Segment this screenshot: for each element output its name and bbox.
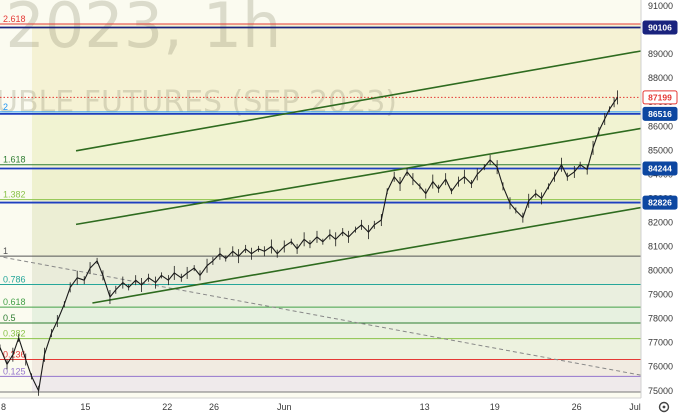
fibonacci-levels[interactable]: 2.618 2 1.618 1.382 1 0.786 0.618 0.5 0.382 0.236… [0,14,641,393]
price-badge-label: 87199 [648,92,672,102]
y-tick-label: 78000 [648,314,673,324]
watermark-symbol: U2023, 1h [0,0,281,62]
fib-level-label: 1 [3,246,8,256]
dashed-trend-line[interactable] [3,256,642,376]
x-tick-label: 26 [209,402,219,412]
y-tick-label: 82000 [648,217,673,227]
settings-button[interactable] [658,401,670,413]
fib-zone-fill [32,376,641,392]
y-tick-label: 89000 [648,49,673,59]
fib-zone-fill [32,111,641,165]
x-tick-label: Jun [277,402,292,412]
trend-channel[interactable] [3,50,642,376]
watermark-name: UBLE FUTURES (SEP 2023) [0,85,397,120]
fib-zone-fill [32,284,641,308]
fib-zone-fill [32,359,641,377]
y-tick-label: 85000 [648,145,673,155]
x-tick-label: 19 [490,402,500,412]
y-tick-label: 91000 [648,1,673,11]
price-badge [642,106,678,121]
y-tick-label: 88000 [648,73,673,83]
fib-zone-fill [32,307,641,323]
time-axis: 8 15 22 26 Jun 13 19 26 Jul [0,397,641,412]
price-badge [642,20,678,35]
price-badges: 90106 87199 86516 84244 82826 [642,20,678,210]
fib-zone-fill [32,164,641,200]
x-tick-label: Jul [629,402,641,412]
x-tick-label: 8 [1,402,6,412]
price-badge [642,195,678,210]
horizontal-price-lines[interactable] [0,26,641,204]
price-badge-label: 84244 [648,163,672,173]
y-tick-label: 75000 [648,386,673,396]
y-tick-label: 76000 [648,362,673,372]
y-tick-label: 77000 [648,338,673,348]
fib-level-label: 0.5 [3,313,16,323]
fib-level-label: 0.618 [3,297,26,307]
fib-level-label: 0.786 [3,274,26,284]
channel-line[interactable] [92,206,642,304]
fib-level-label: 0.236 [3,350,26,360]
time-scale-area[interactable] [0,398,680,417]
gear-icon-center [662,405,666,409]
channel-line[interactable] [75,50,642,152]
fib-level-label: 0.125 [3,366,26,376]
x-tick-label: 26 [572,402,582,412]
channel-line[interactable] [75,127,642,226]
price-badge-label: 90106 [648,23,672,33]
price-series [0,90,619,396]
x-tick-label: 15 [80,402,90,412]
fib-zone-fill [32,338,641,360]
fibonacci-zone-fills [32,24,641,392]
price-badge [642,161,678,176]
y-tick-label: 80000 [648,266,673,276]
fib-zone-fill [32,322,641,339]
y-tick-label: 81000 [648,241,673,251]
price-badge-label: 82826 [648,198,672,208]
x-tick-label: 13 [420,402,430,412]
x-tick-label: 22 [162,402,172,412]
price-badge-label: 86516 [648,109,672,119]
price-line [0,97,619,392]
fib-level-label: 2 [3,102,8,112]
fib-level-label: 2.618 [3,14,26,24]
gear-icon[interactable] [658,401,670,413]
fib-level-label: 0.382 [3,329,26,339]
fib-level-label: 1.618 [3,155,26,165]
y-tick-label: 79000 [648,290,673,300]
fib-zone-fill [32,199,641,257]
fib-level-label: 1.382 [3,190,26,200]
price-badge [642,90,678,105]
y-tick-label: 86000 [648,121,673,131]
